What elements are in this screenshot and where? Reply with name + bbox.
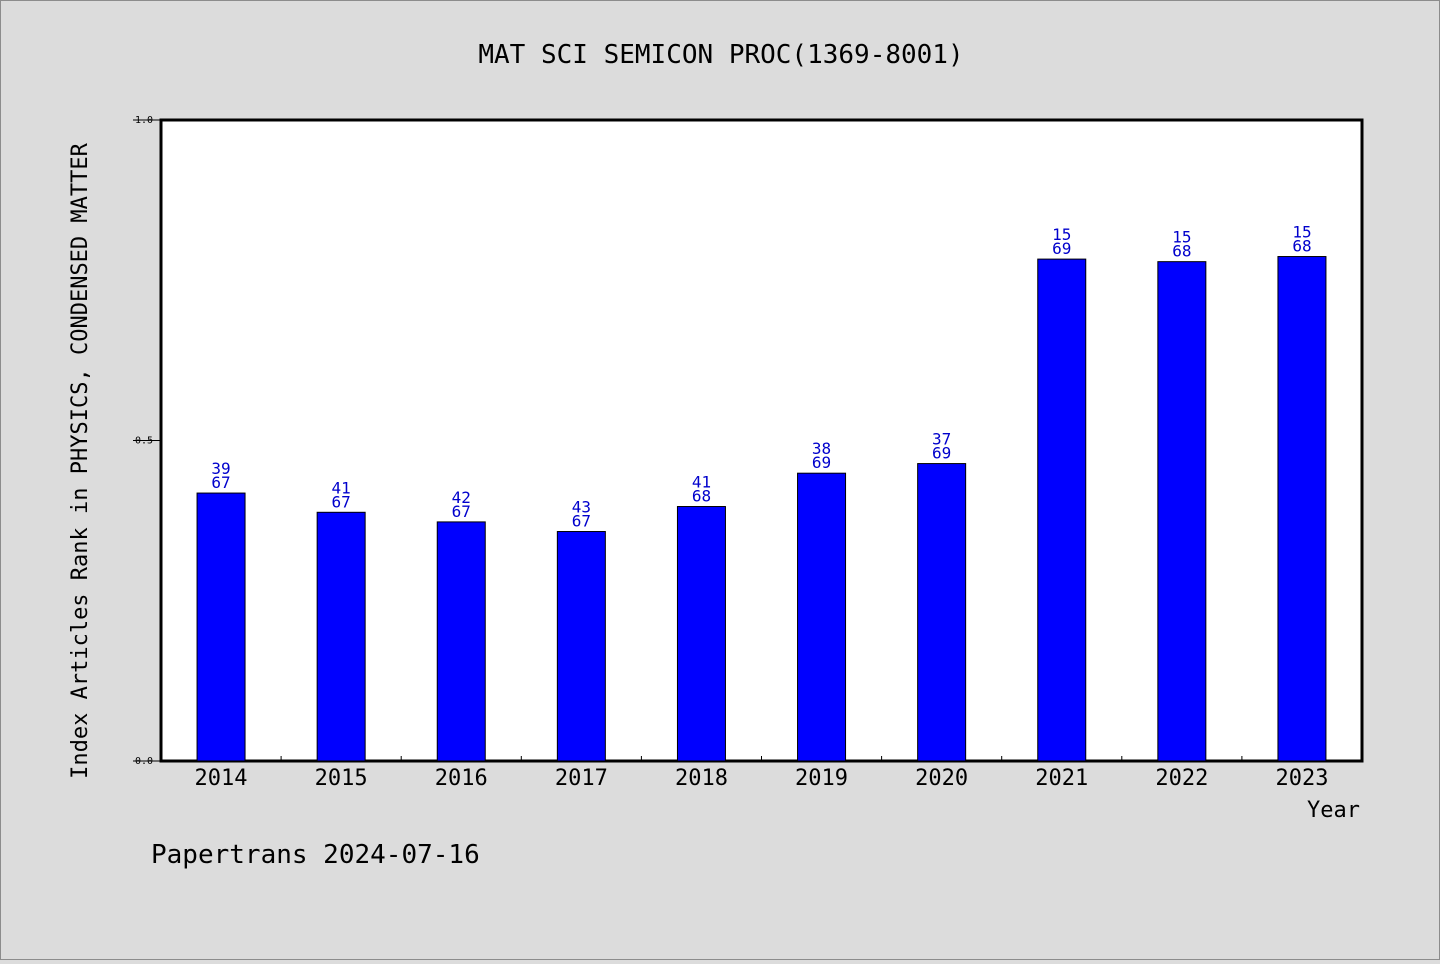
bar-2017 bbox=[556, 531, 606, 762]
data-label-top-2021: 15 bbox=[1052, 225, 1071, 244]
x-tick-label-2015: 2015 bbox=[315, 766, 368, 791]
y-axis-label: Index Articles Rank in PHYSICS, CONDENSE… bbox=[68, 142, 93, 779]
bar-2021 bbox=[1037, 258, 1087, 762]
data-label-bottom-2021: 69 bbox=[1052, 239, 1071, 258]
x-tick-label-2021: 2021 bbox=[1035, 766, 1088, 791]
x-axis-label: Year bbox=[1307, 798, 1360, 823]
x-tick-label-2018: 2018 bbox=[675, 766, 728, 791]
x-tick-label-2022: 2022 bbox=[1155, 766, 1208, 791]
x-tick-label-2016: 2016 bbox=[435, 766, 488, 791]
x-tick-label-2020: 2020 bbox=[915, 766, 968, 791]
data-label-bottom-2020: 69 bbox=[932, 444, 951, 463]
axes-group: 2014 2015 2016 2017 2018 2019 2020 2021 2022 2023… bbox=[133, 115, 1328, 791]
x-tick-label-2023: 2023 bbox=[1275, 766, 1328, 791]
data-label-bottom-2016: 67 bbox=[452, 502, 471, 521]
data-label-bottom-2022: 68 bbox=[1172, 242, 1191, 261]
data-label-bottom-2018: 68 bbox=[692, 487, 711, 506]
data-label-top-2014: 39 bbox=[211, 459, 230, 478]
x-tick-label-2017: 2017 bbox=[555, 766, 608, 791]
bar-2015 bbox=[316, 511, 366, 762]
y-tick-label-2: 1.0 bbox=[135, 115, 153, 126]
data-label-bottom-2015: 67 bbox=[332, 492, 351, 511]
data-label-top-2016: 42 bbox=[452, 488, 471, 507]
data-label-bottom-2019: 69 bbox=[812, 453, 831, 472]
y-tick-label-1: 0.5 bbox=[135, 436, 153, 447]
bar-2016 bbox=[436, 521, 486, 762]
data-label-top-2015: 41 bbox=[332, 478, 351, 497]
x-tick-label-2019: 2019 bbox=[795, 766, 848, 791]
data-label-top-2023: 15 bbox=[1292, 223, 1311, 242]
data-label-top-2022: 15 bbox=[1172, 228, 1191, 247]
bar-2020 bbox=[917, 463, 967, 762]
data-label-top-2017: 43 bbox=[572, 498, 591, 517]
data-label-top-2018: 41 bbox=[692, 473, 711, 492]
data-label-top-2020: 37 bbox=[932, 430, 951, 449]
y-tick-label-0: 0.0 bbox=[135, 756, 153, 767]
chart-title: MAT SCI SEMICON PROC(1369-8001) bbox=[478, 40, 963, 70]
data-label-bottom-2014: 67 bbox=[211, 473, 230, 492]
bar-2023 bbox=[1277, 256, 1327, 762]
bar-2019 bbox=[797, 472, 847, 762]
bar-2014 bbox=[196, 492, 246, 762]
bar-2018 bbox=[676, 506, 726, 762]
data-label-bottom-2023: 68 bbox=[1292, 237, 1311, 256]
x-tick-label-2014: 2014 bbox=[195, 766, 248, 791]
data-label-bottom-2017: 67 bbox=[572, 512, 591, 531]
data-label-top-2019: 38 bbox=[812, 439, 831, 458]
bar-2022 bbox=[1157, 261, 1207, 762]
footer-text: Papertrans 2024-07-16 bbox=[151, 840, 480, 870]
